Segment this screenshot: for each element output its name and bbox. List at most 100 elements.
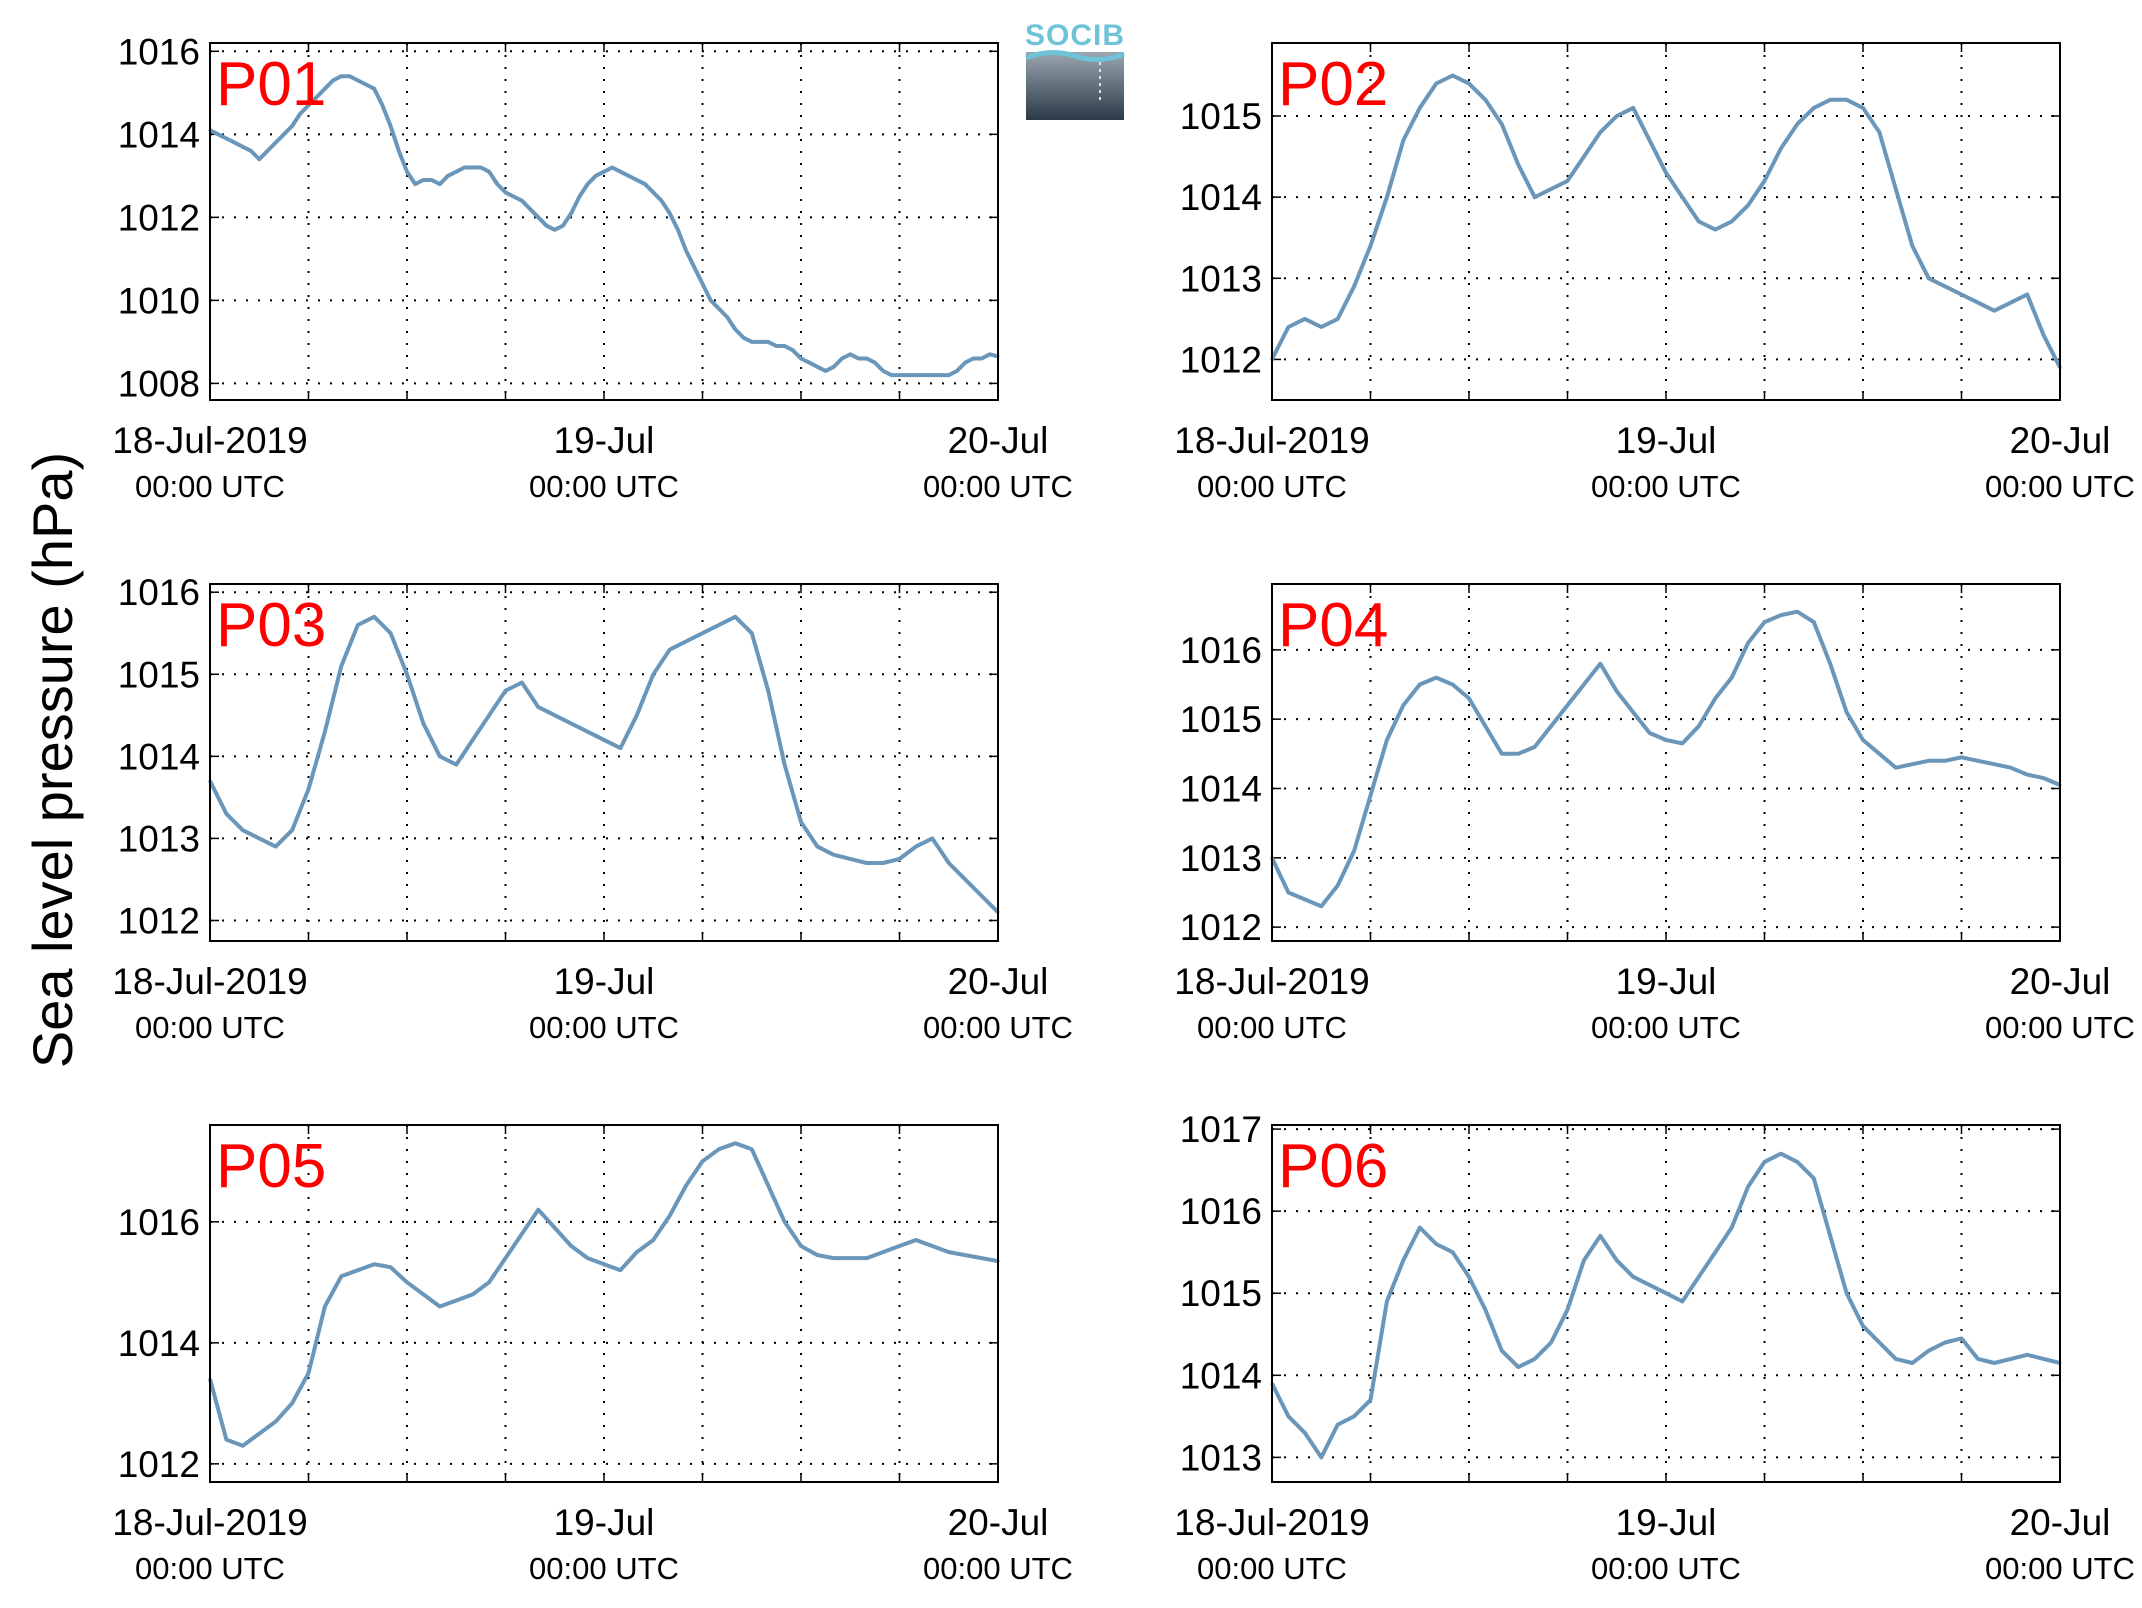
x-tick-label: 19-Jul: [1616, 1502, 1717, 1543]
data-point: [1648, 1283, 1652, 1287]
data-point: [487, 1280, 491, 1284]
data-point: [1418, 683, 1422, 686]
data-point: [1943, 1341, 1947, 1344]
data-point: [799, 357, 803, 360]
data-point: [1828, 1234, 1832, 1238]
data-point: [1845, 98, 1849, 102]
data-point: [906, 373, 910, 377]
data-point: [717, 623, 721, 627]
data-point: [2009, 301, 2013, 305]
data-point: [1467, 82, 1471, 86]
x-tick-sublabel: 00:00 UTC: [529, 1551, 679, 1586]
data-point: [438, 182, 442, 186]
data-point: [569, 722, 573, 725]
data-point: [980, 357, 984, 360]
data-point: [1730, 676, 1734, 680]
x-tick-label: 19-Jul: [554, 961, 655, 1002]
data-point: [799, 1244, 803, 1248]
y-tick-label: 1015: [1180, 1273, 1262, 1314]
data-point: [1598, 1234, 1602, 1238]
data-point: [1500, 752, 1504, 756]
data-point: [1303, 317, 1307, 321]
data-point: [717, 1147, 721, 1151]
axes-frame: [1271, 42, 2061, 401]
y-tick-label: 1012: [118, 197, 200, 238]
data-point: [914, 373, 918, 377]
data-point: [815, 365, 819, 369]
data-point: [733, 327, 737, 331]
data-point: [898, 1244, 901, 1248]
y-tick-label: 1013: [1180, 258, 1262, 299]
data-point: [1516, 752, 1520, 756]
data-point: [750, 1147, 754, 1151]
socib-logo-block: [1026, 52, 1124, 120]
data-point: [1533, 745, 1537, 749]
data-point: [1631, 710, 1635, 714]
data-point: [512, 195, 516, 199]
y-tick-label: 1014: [118, 1323, 200, 1364]
y-tick-label: 1016: [1180, 630, 1262, 671]
data-point: [1418, 1226, 1422, 1230]
data-point: [602, 738, 606, 742]
data-point: [1713, 228, 1717, 232]
axes-frame: [1271, 1124, 2061, 1483]
data-point: [569, 1244, 573, 1248]
data-point: [1877, 752, 1881, 756]
data-point: [504, 1256, 507, 1260]
data-point: [1369, 793, 1372, 797]
data-point: [1582, 155, 1586, 159]
data-point: [618, 1268, 622, 1272]
y-tick-label: 1015: [1180, 699, 1262, 740]
data-point: [799, 820, 803, 824]
y-tick-label: 1012: [118, 900, 200, 941]
data-point: [290, 1401, 294, 1405]
x-tick-label: 18-Jul-2019: [1174, 420, 1369, 461]
panel-label-p04: P04: [1278, 591, 1388, 660]
data-point: [930, 373, 934, 377]
chart-panel-p01: 1008 1010 1012 1014 1016 18-Jul-2019 00:00 UTC…: [112, 31, 1073, 504]
data-point: [1697, 1275, 1701, 1279]
data-point: [1960, 1336, 1963, 1340]
data-point: [1976, 759, 1980, 763]
data-point: [1418, 106, 1422, 110]
data-point: [881, 1250, 885, 1254]
data-point: [1286, 1414, 1290, 1418]
data-point: [668, 211, 672, 215]
data-point: [717, 307, 721, 311]
x-tick-sublabel: 00:00 UTC: [1985, 1551, 2135, 1586]
data-point: [274, 845, 278, 849]
x-tick-sublabel: 00:00 UTC: [529, 1010, 679, 1045]
data-point: [1336, 317, 1340, 321]
data-point: [1680, 1299, 1684, 1303]
y-tick-label: 1008: [118, 363, 200, 404]
data-point: [520, 681, 524, 684]
data-point: [750, 340, 754, 344]
data-point: [1861, 738, 1865, 742]
chart-panel-p04: 1012 1013 1014 1015 1016 18-Jul-2019 00:00 UTC…: [1174, 583, 2135, 1045]
data-point: [1664, 171, 1668, 175]
data-point: [1516, 1365, 1520, 1369]
x-tick-label: 18-Jul-2019: [112, 961, 307, 1002]
data-point: [1960, 755, 1963, 759]
data-point: [980, 894, 984, 898]
data-point: [1664, 738, 1668, 742]
data-point: [536, 705, 540, 709]
data-point: [348, 74, 351, 78]
data-point: [750, 631, 754, 635]
data-point: [471, 166, 475, 169]
data-point: [2042, 1357, 2046, 1361]
data-point: [701, 1159, 704, 1163]
data-point: [454, 170, 458, 174]
data-point: [577, 195, 581, 199]
data-point: [1697, 724, 1701, 728]
data-point: [742, 336, 745, 340]
data-point: [323, 87, 327, 91]
data-point: [766, 340, 770, 344]
data-point: [602, 170, 606, 174]
data-point: [594, 174, 598, 178]
data-point: [553, 1226, 557, 1230]
data-point: [676, 228, 680, 232]
y-tick-label: 1016: [118, 572, 200, 613]
data-point: [1336, 884, 1340, 887]
